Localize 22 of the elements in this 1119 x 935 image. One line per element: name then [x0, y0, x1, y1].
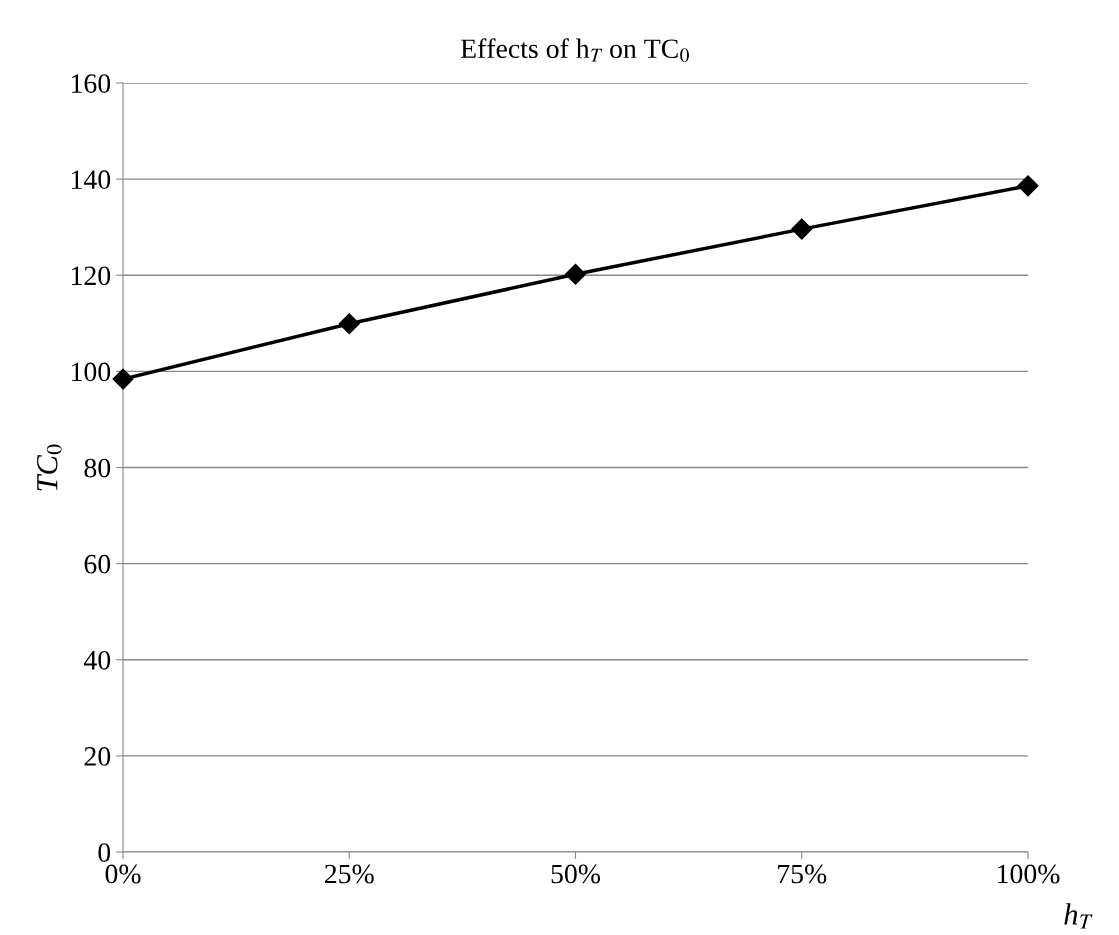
y-tick-label: 80 — [84, 458, 111, 478]
y-tick-label: 120 — [71, 266, 111, 286]
x-tick-label: 75% — [778, 864, 827, 884]
y-tick-label: 40 — [83, 650, 111, 670]
y-tick-label: 160 — [71, 74, 111, 93]
point — [112, 368, 134, 390]
y-tick-label: 60 — [84, 554, 111, 574]
x-tick-label: 25% — [325, 864, 374, 884]
point — [338, 313, 360, 335]
y-axis-title: TC$_{0}$ — [36, 444, 62, 491]
x-axis-title: h$_{T}$ — [1064, 903, 1093, 929]
x-tick-label: 50% — [551, 864, 601, 884]
point — [564, 263, 587, 285]
x-tick-label: 100% — [998, 864, 1060, 884]
y-tick-label: 140 — [71, 170, 111, 190]
point — [791, 218, 813, 240]
y-tick-label: 20 — [84, 747, 111, 766]
chart-title: Effects of h$_{T}$ on TC$_{0}$ — [460, 38, 689, 62]
x-tick-label: 0% — [105, 864, 141, 884]
point — [1017, 175, 1039, 197]
y-tick-label: 100 — [71, 362, 111, 382]
y-tick-label: 0 — [98, 843, 111, 862]
